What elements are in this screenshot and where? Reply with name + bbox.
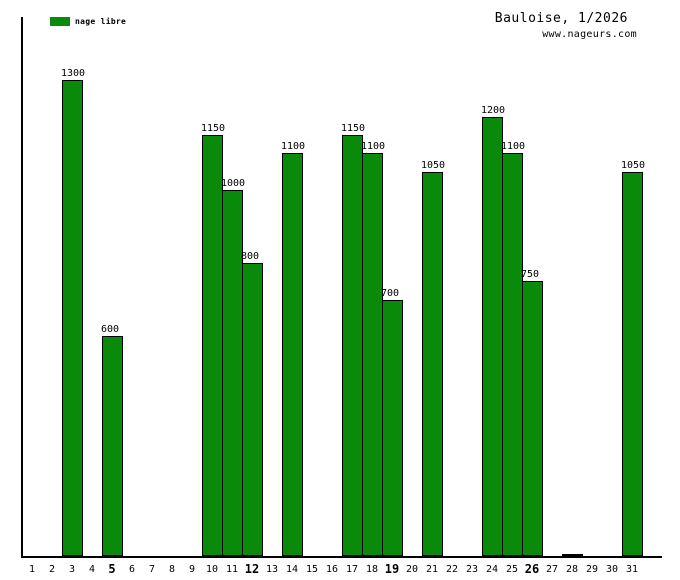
x-tick-label-7: 7 xyxy=(148,564,156,575)
legend-swatch-nage-libre xyxy=(50,17,70,26)
x-tick-label-1: 1 xyxy=(28,564,36,575)
bar-day-21 xyxy=(422,172,443,556)
legend-label: nage libre xyxy=(75,17,127,26)
legend: nage libre xyxy=(50,16,126,27)
bar-value-label-day-19: 700 xyxy=(381,288,400,299)
bar-day-25 xyxy=(502,153,523,556)
bar-value-label-day-12: 800 xyxy=(241,251,260,262)
x-tick-label-17: 17 xyxy=(345,564,359,575)
x-tick-label-22: 22 xyxy=(445,564,459,575)
x-tick-label-19: 19 xyxy=(384,562,400,576)
bar-value-label-day-24: 1200 xyxy=(481,105,506,116)
x-tick-label-29: 29 xyxy=(585,564,599,575)
x-tick-label-14: 14 xyxy=(285,564,299,575)
bar-value-label-day-31: 1050 xyxy=(621,160,646,171)
x-tick-label-6: 6 xyxy=(128,564,136,575)
bar-value-label-day-10: 1150 xyxy=(201,123,226,134)
bar-day-31 xyxy=(622,172,643,556)
chart-title: Bauloise, 1/2026 xyxy=(494,11,628,26)
x-tick-label-16: 16 xyxy=(325,564,339,575)
x-tick-label-24: 24 xyxy=(485,564,499,575)
bar-day-18 xyxy=(362,153,383,556)
x-tick-label-12: 12 xyxy=(244,562,260,576)
y-axis-line xyxy=(21,17,23,558)
x-tick-label-13: 13 xyxy=(265,564,279,575)
bar-day-28 xyxy=(562,554,583,556)
x-tick-label-9: 9 xyxy=(188,564,196,575)
x-tick-label-10: 10 xyxy=(205,564,219,575)
bar-value-label-day-17: 1150 xyxy=(341,123,366,134)
x-tick-label-26: 26 xyxy=(524,562,540,576)
x-tick-label-27: 27 xyxy=(545,564,559,575)
x-tick-label-23: 23 xyxy=(465,564,479,575)
x-tick-label-28: 28 xyxy=(565,564,579,575)
bar-value-label-day-18: 1100 xyxy=(361,141,386,152)
bar-value-label-day-26: 750 xyxy=(521,269,540,280)
x-axis-line xyxy=(21,556,662,558)
bar-value-label-day-21: 1050 xyxy=(421,160,446,171)
chart-source-url: www.nageurs.com xyxy=(542,29,637,40)
bar-day-24 xyxy=(482,117,503,556)
bar-day-10 xyxy=(202,135,223,556)
x-tick-label-5: 5 xyxy=(108,562,116,576)
x-tick-label-20: 20 xyxy=(405,564,419,575)
bar-value-label-day-14: 1100 xyxy=(281,141,306,152)
bar-day-14 xyxy=(282,153,303,556)
bar-day-26 xyxy=(522,281,543,556)
x-tick-label-25: 25 xyxy=(505,564,519,575)
x-tick-label-15: 15 xyxy=(305,564,319,575)
x-tick-label-30: 30 xyxy=(605,564,619,575)
x-tick-label-21: 21 xyxy=(425,564,439,575)
bar-day-5 xyxy=(102,336,123,556)
x-tick-label-2: 2 xyxy=(48,564,56,575)
x-tick-label-18: 18 xyxy=(365,564,379,575)
bar-day-3 xyxy=(62,80,83,556)
bar-value-label-day-11: 1000 xyxy=(221,178,246,189)
bar-value-label-day-3: 1300 xyxy=(61,68,86,79)
x-tick-label-8: 8 xyxy=(168,564,176,575)
bar-value-label-day-5: 600 xyxy=(101,324,120,335)
bar-day-19 xyxy=(382,300,403,556)
x-tick-label-4: 4 xyxy=(88,564,96,575)
x-tick-label-31: 31 xyxy=(625,564,639,575)
x-tick-label-3: 3 xyxy=(68,564,76,575)
bar-day-12 xyxy=(242,263,263,556)
bar-day-11 xyxy=(222,190,243,556)
x-tick-label-11: 11 xyxy=(225,564,239,575)
bar-value-label-day-25: 1100 xyxy=(501,141,526,152)
bar-day-17 xyxy=(342,135,363,556)
